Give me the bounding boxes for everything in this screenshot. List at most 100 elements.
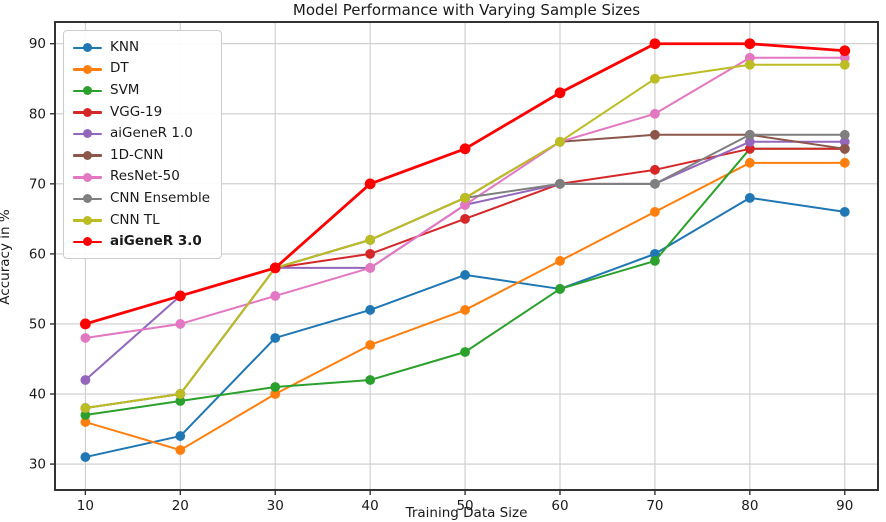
chart-title: Model Performance with Varying Sample Si…: [292, 1, 641, 19]
data-point: [650, 256, 660, 266]
legend-line-marker-icon: [73, 107, 102, 117]
x-axis-label: Training Data Size: [405, 505, 528, 521]
legend-label: SVM: [110, 81, 140, 98]
legend-line-marker-icon: [73, 129, 102, 139]
data-point: [460, 347, 470, 357]
data-point: [650, 248, 660, 259]
data-point: [364, 178, 376, 190]
data-point: [80, 410, 91, 420]
legend-item-1d-cnn: 1D-CNN: [73, 146, 210, 165]
legend-label: ResNet-50: [110, 168, 180, 185]
data-point: [650, 206, 660, 217]
data-point: [460, 213, 470, 224]
legend-line-marker-icon: [73, 215, 102, 225]
data-point: [554, 87, 566, 99]
legend-item-cnn-tl: CNN TL: [73, 211, 210, 230]
x-tick-label: 10: [77, 498, 94, 514]
legend-line-marker-icon: [73, 172, 102, 182]
y-tick-label: 50: [29, 316, 46, 332]
data-point: [839, 136, 850, 147]
data-point: [744, 38, 756, 50]
y-tick-label: 40: [29, 387, 46, 403]
data-point: [744, 143, 755, 154]
legend-label: DT: [110, 60, 129, 77]
y-tick-label: 70: [29, 176, 46, 192]
data-point: [460, 192, 470, 203]
data-point: [650, 108, 660, 119]
data-point: [839, 206, 850, 217]
data-point: [175, 431, 186, 441]
data-point: [555, 284, 565, 294]
data-point: [270, 389, 281, 399]
legend-label: KNN: [110, 38, 140, 55]
data-point: [175, 319, 186, 329]
data-point: [650, 129, 660, 140]
data-point: [365, 305, 376, 315]
legend-label: 1D-CNN: [110, 146, 164, 163]
x-tick-label: 90: [836, 498, 853, 514]
x-tick-label: 20: [172, 498, 189, 514]
data-point: [555, 256, 565, 266]
x-tick-label: 80: [741, 498, 758, 514]
data-point: [175, 389, 186, 399]
data-point: [365, 234, 376, 245]
x-tick-label: 40: [362, 498, 379, 514]
legend-label: aiGeneR 1.0: [110, 125, 193, 142]
data-point: [744, 192, 755, 203]
data-point: [460, 270, 470, 280]
legend-item-resnet-50: ResNet-50: [73, 168, 210, 187]
data-point: [80, 452, 91, 462]
data-point: [460, 305, 470, 315]
data-point: [80, 417, 91, 427]
y-tick-label: 30: [29, 457, 46, 473]
data-point: [459, 143, 471, 155]
data-point: [79, 318, 91, 330]
y-tick-label: 80: [29, 106, 46, 122]
data-point: [839, 143, 850, 154]
data-point: [744, 129, 755, 140]
data-point: [650, 178, 660, 189]
legend-label: CNN TL: [110, 211, 160, 228]
x-tick-label: 60: [551, 498, 568, 514]
legend-line-marker-icon: [73, 150, 102, 160]
data-point: [365, 248, 376, 259]
legend-item-knn: KNN: [73, 38, 210, 57]
legend-item-aigener-3-0: aiGeneR 3.0: [73, 232, 210, 251]
legend-line-marker-icon: [73, 237, 102, 247]
data-point: [839, 129, 850, 140]
data-point: [175, 396, 186, 406]
legend-item-svm: SVM: [73, 81, 210, 100]
data-point: [460, 199, 470, 210]
legend-label: VGG-19: [110, 103, 163, 120]
y-axis-label: Accuracy in %: [0, 209, 13, 305]
data-point: [744, 59, 755, 70]
data-point: [839, 59, 850, 70]
legend-line-marker-icon: [73, 194, 102, 204]
data-point: [744, 52, 755, 63]
x-tick-label: 30: [267, 498, 284, 514]
data-point: [174, 290, 186, 302]
data-point: [365, 340, 376, 350]
legend-item-dt: DT: [73, 60, 210, 79]
data-point: [80, 375, 91, 385]
data-point: [744, 157, 755, 168]
data-point: [555, 178, 565, 189]
data-point: [270, 291, 281, 301]
legend-item-cnn-ensemble: CNN Ensemble: [73, 189, 210, 208]
data-point: [839, 45, 851, 57]
chart-legend: KNN DT SVM VGG-19 aiGeneR 1.0 1D-CNN ResNet-50…: [63, 30, 223, 260]
legend-label: aiGeneR 3.0: [110, 233, 202, 250]
data-point: [80, 403, 91, 413]
data-point: [744, 136, 755, 147]
data-point: [269, 262, 281, 274]
data-point: [270, 333, 281, 343]
data-point: [365, 375, 376, 385]
data-point: [365, 263, 376, 273]
y-tick-label: 90: [29, 36, 46, 52]
legend-label: CNN Ensemble: [110, 189, 211, 206]
data-point: [650, 164, 660, 175]
data-point: [270, 382, 281, 392]
axes-frame: [54, 21, 879, 491]
y-tick-label: 60: [29, 246, 46, 262]
